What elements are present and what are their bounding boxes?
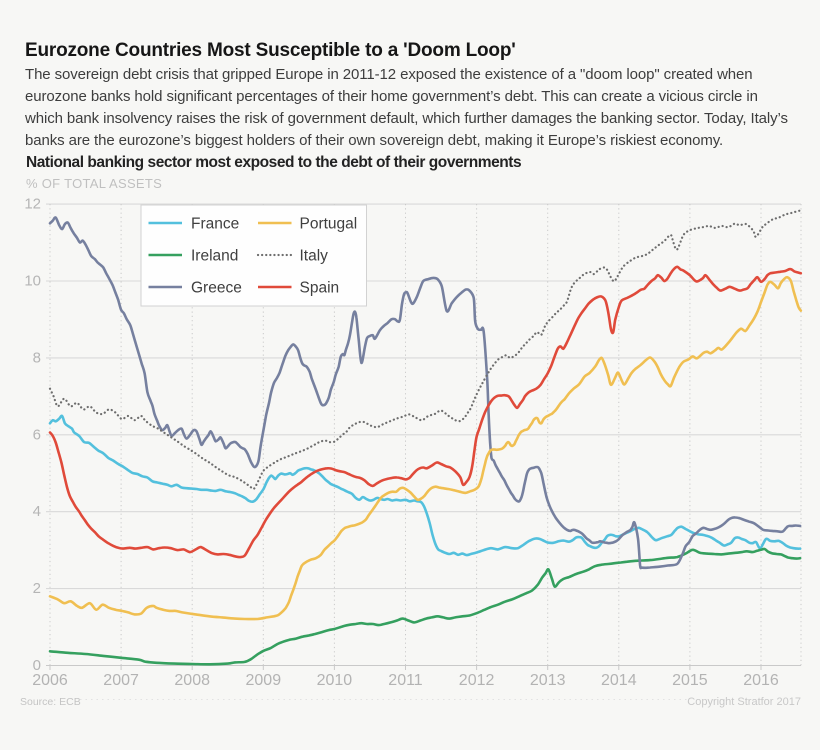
svg-text:Portugal: Portugal [300,216,358,233]
svg-text:2007: 2007 [103,672,139,689]
svg-text:2014: 2014 [601,672,637,689]
svg-text:0: 0 [33,657,41,674]
svg-text:2008: 2008 [174,672,210,689]
svg-text:2006: 2006 [32,672,68,689]
svg-text:2011: 2011 [388,672,423,689]
svg-text:2010: 2010 [317,672,353,689]
svg-text:2013: 2013 [530,672,566,689]
svg-text:2: 2 [33,580,41,597]
svg-text:4: 4 [33,503,41,520]
svg-text:Ireland: Ireland [191,248,238,265]
svg-text:10: 10 [24,273,41,290]
svg-text:12: 12 [24,196,41,213]
svg-text:Greece: Greece [191,280,242,297]
svg-text:France: France [191,216,239,233]
svg-text:2012: 2012 [459,672,495,689]
svg-text:2016: 2016 [743,672,779,689]
svg-text:Italy: Italy [300,248,329,265]
svg-text:8: 8 [33,349,41,366]
svg-text:2009: 2009 [246,672,282,689]
svg-text:2015: 2015 [672,672,708,689]
svg-text:6: 6 [33,426,41,443]
svg-text:Spain: Spain [300,280,340,297]
